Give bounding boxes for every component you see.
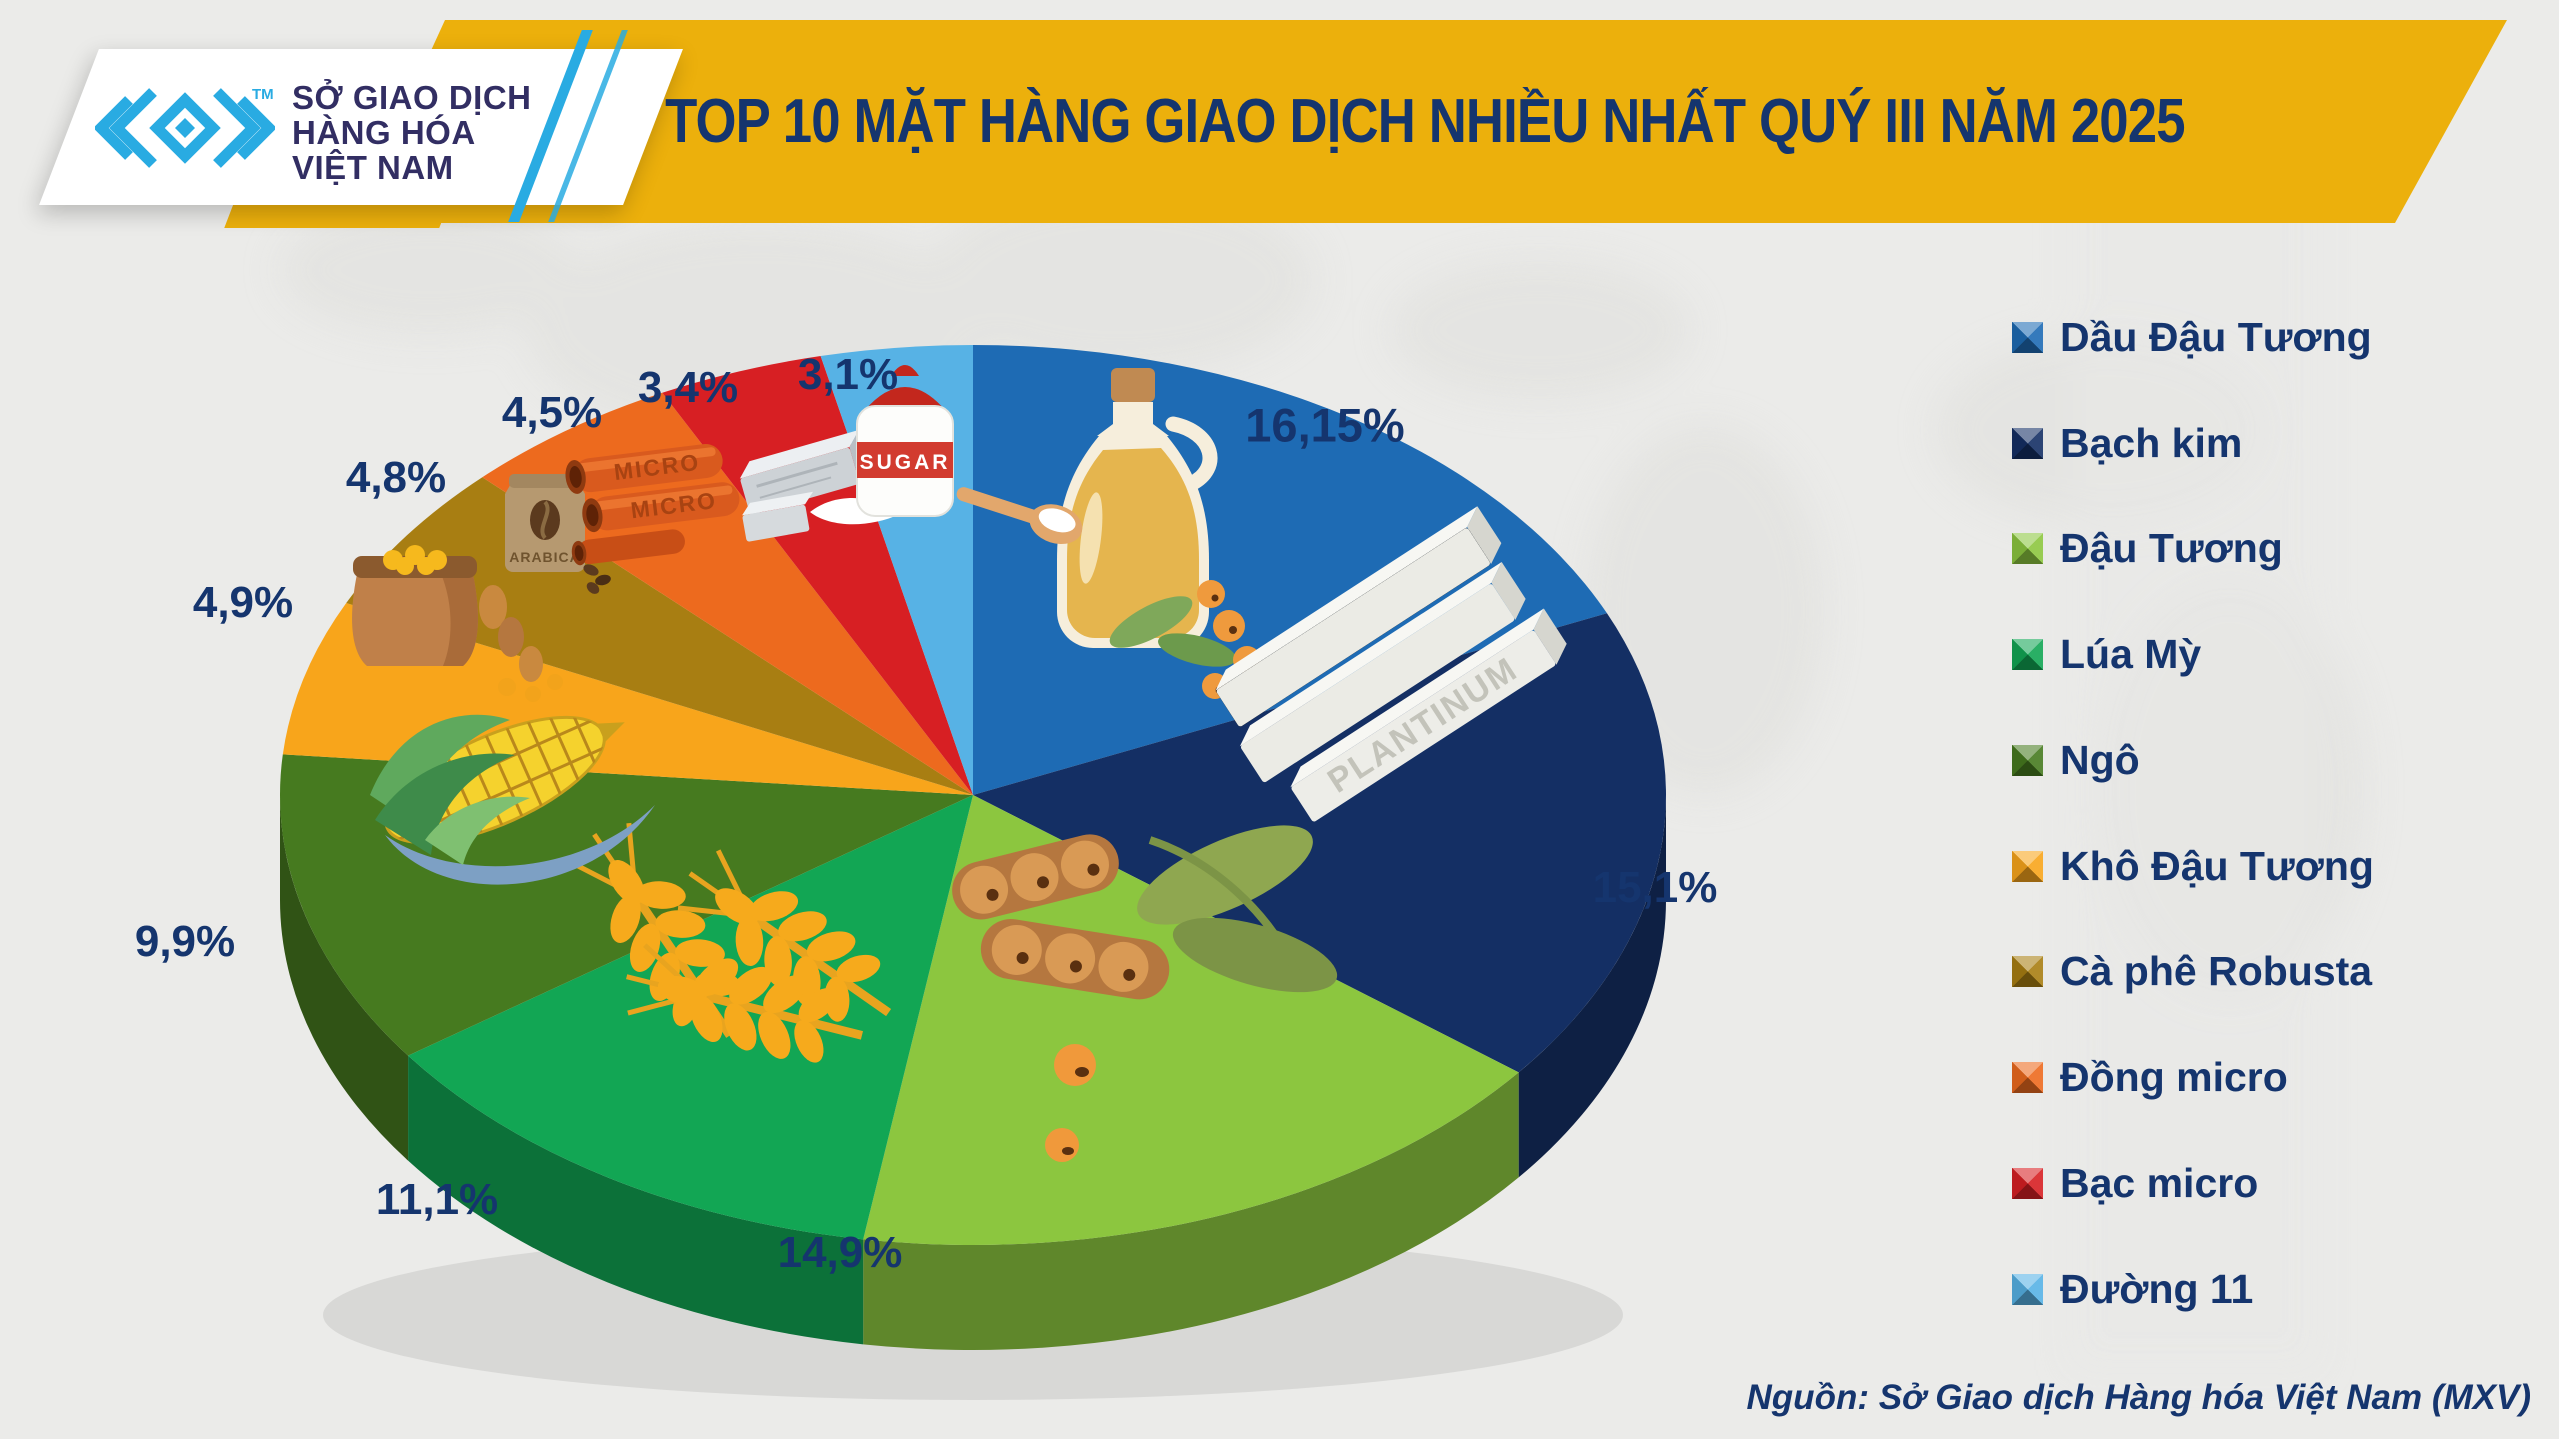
- logo-line-3: VIỆT NAM: [292, 149, 454, 186]
- legend-swatch: [2012, 1061, 2043, 1093]
- legend-swatch: [2012, 744, 2043, 776]
- legend-swatch: [2012, 955, 2043, 987]
- legend-item-lua-my: Lúa Mỳ: [2012, 625, 2201, 683]
- pie-slice-8[interactable]: [662, 356, 973, 795]
- soybean-meal-icon: [352, 545, 563, 702]
- trademark-label: TM: [252, 86, 274, 103]
- pie-slice-7[interactable]: [482, 392, 973, 795]
- slice-label-bac-micro: 3,4%: [637, 363, 739, 412]
- sugar-icon: SUGAR: [810, 365, 1083, 545]
- legend-label: Khô Đậu Tương: [2060, 842, 2374, 889]
- platinum-bars-icon: PLANTINUM: [1215, 506, 1567, 822]
- corn-icon: [370, 699, 655, 885]
- silver-icon: [739, 429, 870, 542]
- source-note: Nguồn: Sở Giao dịch Hàng hóa Việt Nam (M…: [1746, 1378, 2531, 1417]
- pie-slice-1[interactable]: [973, 613, 1666, 1073]
- legend-item-ngo: Ngô: [2012, 731, 2140, 789]
- legend-swatch: [2012, 850, 2043, 882]
- legend-label: Bạc micro: [2060, 1159, 2259, 1206]
- slice-label-lua-my: 11,1%: [375, 1175, 499, 1224]
- pie-slice-6[interactable]: [346, 477, 973, 795]
- logo-line-2: HÀNG HÓA: [292, 114, 476, 151]
- logo-line-1: SỞ GIAO DỊCH: [292, 79, 532, 116]
- pie-slice-side: [863, 1072, 1519, 1351]
- legend-swatch: [2012, 427, 2043, 459]
- slice-label-dau-tuong: 14,9%: [777, 1228, 903, 1277]
- logo-text: SỞ GIAO DỊCH HÀNG HÓA VIỆT NAM: [292, 80, 592, 185]
- slice-label-duong-11: 3,1%: [797, 350, 899, 399]
- legend-label: Ngô: [2060, 736, 2140, 783]
- legend-item-ca-phe-robusta: Cà phê Robusta: [2012, 942, 2372, 1000]
- legend-item-bac-micro: Bạc micro: [2012, 1154, 2258, 1212]
- legend-label: Cà phê Robusta: [2060, 947, 2373, 994]
- pie-slice-side: [1518, 795, 1666, 1178]
- slice-label-bach-kim: 15,1%: [1592, 863, 1718, 912]
- pie-slice-side: [280, 795, 409, 1161]
- slice-label-ngo: 9,9%: [134, 917, 236, 966]
- legend-item-dong-micro: Đồng micro: [2012, 1048, 2288, 1106]
- soybean-oil-icon: [1057, 368, 1261, 699]
- legend-swatch: [2012, 1167, 2043, 1199]
- legend-item-bach-kim: Bạch kim: [2012, 414, 2242, 472]
- legend-label: Đồng micro: [2060, 1053, 2288, 1100]
- slice-label-kho-dau-tuong: 4,9%: [192, 578, 294, 627]
- legend-label: Dầu Đậu Tương: [2060, 313, 2372, 360]
- title-banner: [352, 20, 2507, 223]
- mxv-logo-icon: [95, 88, 275, 168]
- legend-label: Lúa Mỳ: [2060, 630, 2202, 677]
- slice-label-dong-micro: 4,5%: [501, 388, 603, 437]
- copper-icon: MICRO MICRO: [565, 443, 740, 566]
- slice-label-dau-dau-tuong: 16,15%: [1245, 398, 1405, 452]
- legend-item-duong-11: Đường 11: [2012, 1260, 2253, 1318]
- legend-item-kho-dau-tuong: Khô Đậu Tương: [2012, 837, 2374, 895]
- soybean-icon: [952, 825, 1338, 1162]
- legend-swatch: [2012, 532, 2043, 564]
- legend-swatch: [2012, 321, 2043, 353]
- legend-swatch: [2012, 1273, 2043, 1305]
- legend-item-dau-dau-tuong: Dầu Đậu Tương: [2012, 308, 2372, 366]
- legend-label: Đậu Tương: [2060, 524, 2283, 571]
- legend-label: Đường 11: [2060, 1265, 2254, 1312]
- page-title: TOP 10 MẶT HÀNG GIAO DỊCH NHIỀU NHẤT QUÝ…: [665, 87, 2185, 156]
- slice-label-ca-phe-robusta: 4,8%: [345, 453, 447, 502]
- coffee-bag-label: ARABICA: [509, 549, 581, 565]
- legend-item-dau-tuong: Đậu Tương: [2012, 519, 2283, 577]
- legend-swatch: [2012, 638, 2043, 670]
- legend-label: Bạch kim: [2060, 419, 2243, 466]
- coffee-icon: ARABICA: [505, 474, 611, 594]
- pie-slice-side: [408, 1055, 864, 1345]
- sugar-jar-label: SUGAR: [860, 451, 951, 474]
